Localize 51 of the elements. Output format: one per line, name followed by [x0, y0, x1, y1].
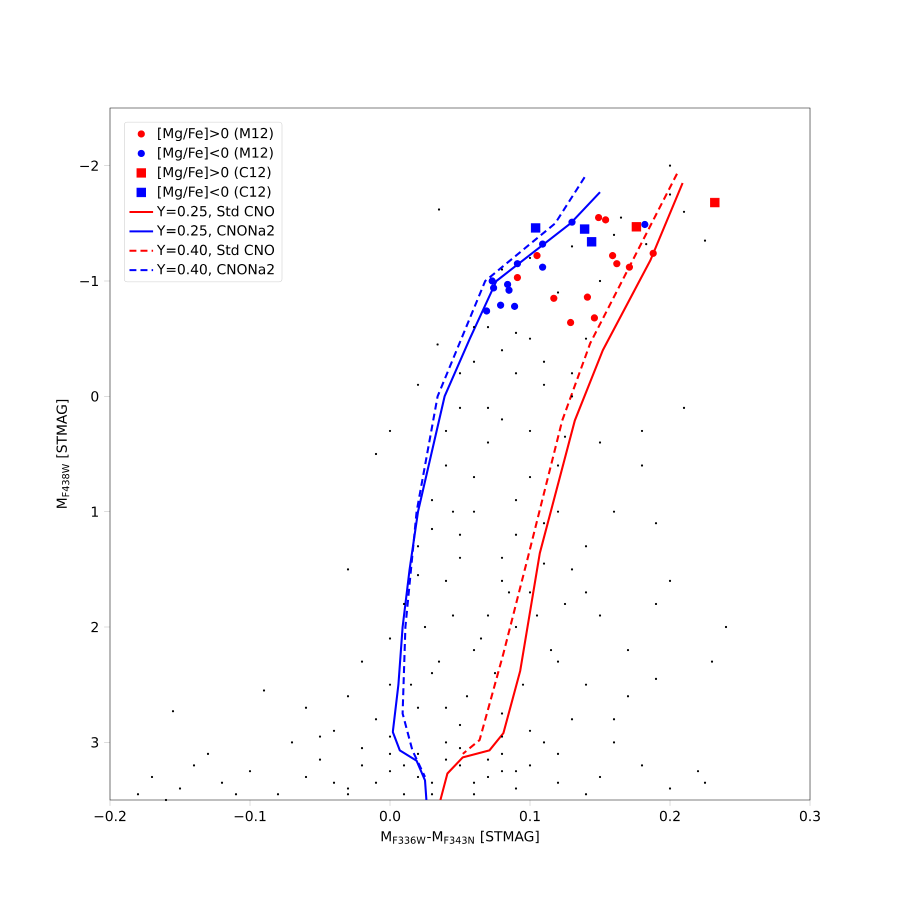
point [626, 264, 634, 271]
point [568, 218, 576, 226]
point [641, 220, 648, 228]
point [488, 277, 496, 285]
legend-label: [Mg/Fe]<0 (C12) [158, 186, 270, 200]
y-tick-label: 3 [91, 737, 98, 748]
y-tick-label: 0 [91, 391, 98, 402]
x-axis-title: M$_{F336W}$-M$_{F343N}$ [STMAG] [382, 830, 539, 844]
point [539, 240, 546, 248]
y-tick-label: −1 [80, 276, 98, 286]
point [580, 224, 590, 234]
x-tick-label: 0.0 [380, 810, 400, 822]
legend-label: Y=0.40, CNONa2 [156, 264, 274, 276]
x-tick-label: −0.1 [234, 810, 266, 822]
point [511, 302, 518, 310]
point [586, 237, 596, 246]
point [590, 314, 598, 322]
point [650, 250, 657, 257]
point [504, 280, 512, 288]
x-tick-label: 0.3 [800, 810, 820, 822]
point [530, 223, 540, 233]
point [550, 294, 558, 302]
point [632, 222, 642, 232]
x-tick-label: 0.1 [520, 810, 540, 822]
point [539, 264, 546, 271]
point [595, 214, 602, 222]
point [609, 252, 616, 260]
point [710, 198, 720, 208]
legend-label: Y=0.25, CNONa2 [156, 225, 274, 238]
point [613, 260, 620, 268]
point [514, 274, 522, 282]
legend-label: Y=0.40, Std CNO [156, 244, 274, 257]
y-tick-label: 1 [92, 506, 98, 517]
point [490, 284, 498, 292]
legend-label: [Mg/Fe]>0 (C12) [158, 166, 270, 180]
point [584, 294, 592, 301]
point [514, 260, 522, 268]
point [567, 318, 574, 326]
legend-label: Y=0.25, Std CNO [156, 206, 274, 218]
x-tick-label: −0.2 [94, 810, 126, 822]
point [602, 216, 610, 224]
point [533, 252, 541, 260]
x-tick-label: 0.2 [660, 810, 680, 822]
y-axis-title: M$_{F438W}$ [STMAG] [56, 400, 70, 508]
legend-label: [Mg/Fe]<0 (M12) [158, 147, 273, 161]
point [483, 307, 490, 315]
legend-label: [Mg/Fe]>0 (M12) [158, 128, 273, 142]
point [497, 302, 504, 309]
y-tick-label: −2 [80, 160, 98, 171]
y-tick-label: 2 [91, 622, 98, 632]
point [505, 286, 513, 294]
